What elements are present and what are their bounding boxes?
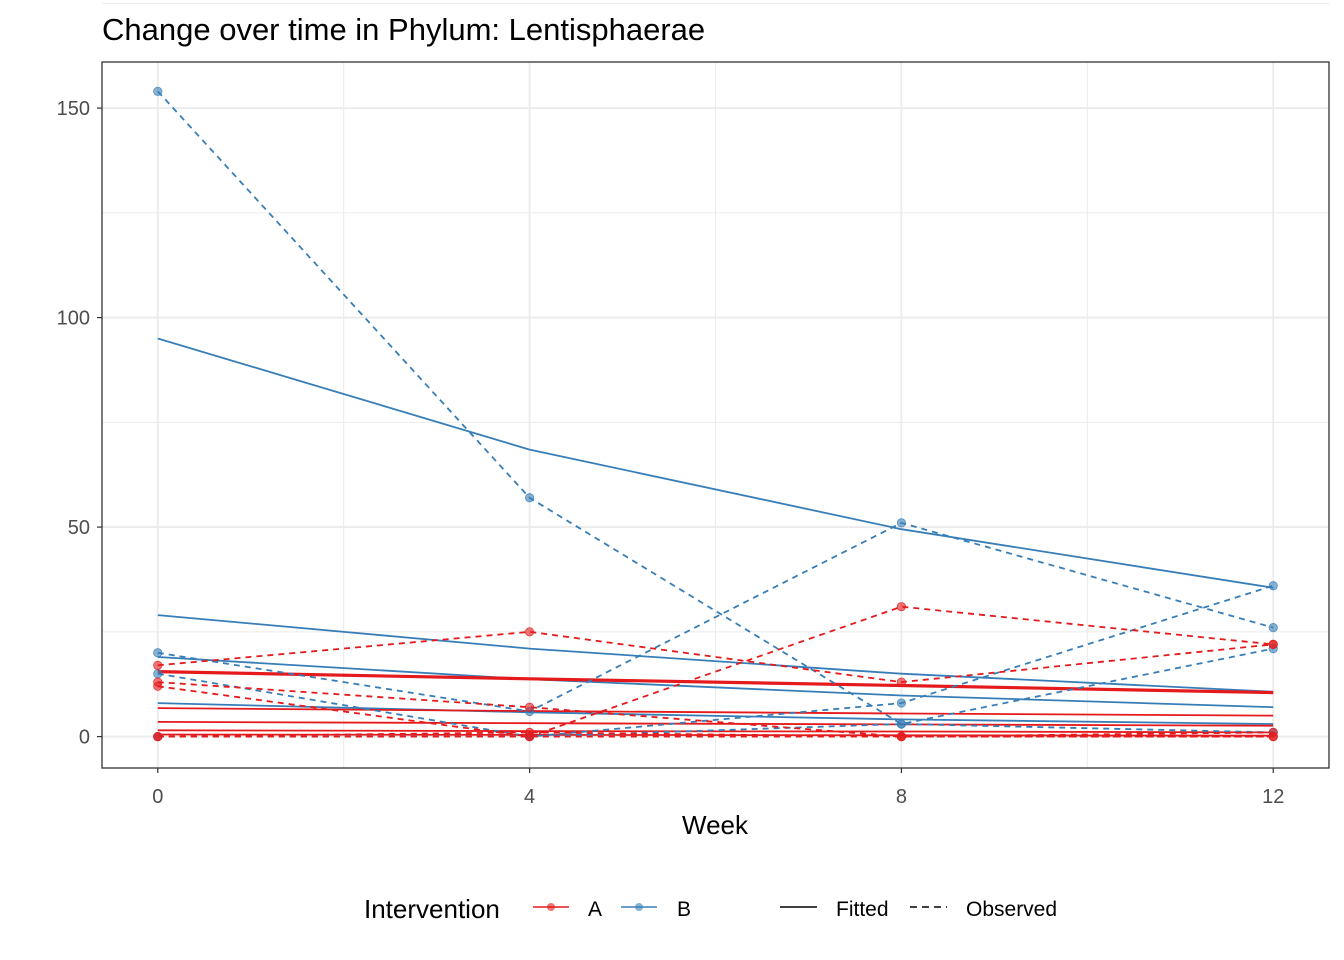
grid-layer bbox=[102, 2, 1329, 768]
fitted-lines bbox=[157, 337, 1274, 737]
fitted-line-a bbox=[157, 707, 1274, 717]
observed-line-a bbox=[157, 731, 1274, 738]
observed-point-a bbox=[896, 602, 907, 612]
observed-point-b bbox=[153, 86, 163, 96]
observed-point-b bbox=[896, 518, 907, 528]
observed-point-a bbox=[1268, 731, 1278, 742]
observed-point-a bbox=[153, 660, 163, 670]
fitted-line-a bbox=[157, 670, 1274, 695]
chart-title: Change over time in Phylum: Lentisphaera… bbox=[102, 12, 705, 47]
observed-point-a bbox=[524, 627, 535, 637]
x-tick-label: 0 bbox=[152, 786, 163, 808]
legend-key-b bbox=[621, 903, 657, 911]
y-tick-label: 50 bbox=[68, 517, 90, 539]
observed-point-b bbox=[1268, 623, 1278, 633]
y-tick-label: 100 bbox=[57, 308, 90, 330]
y-axis: 0 50 100 150 bbox=[57, 98, 102, 749]
fitted-line-b bbox=[157, 656, 1274, 709]
observed-point-a bbox=[1268, 639, 1278, 649]
x-tick-label: 12 bbox=[1262, 786, 1284, 808]
observed-line-b bbox=[157, 521, 1274, 713]
observed-point-a bbox=[153, 677, 163, 687]
x-axis-title: Week bbox=[682, 810, 749, 840]
fitted-line-b bbox=[157, 614, 1274, 693]
legend-label-a: A bbox=[588, 898, 602, 921]
observed-point-b bbox=[896, 698, 907, 708]
observed-point-a bbox=[524, 702, 535, 712]
observed-line-b bbox=[157, 584, 1274, 738]
legend: Intervention A B Fitted Observed bbox=[364, 894, 1057, 924]
legend-label-b: B bbox=[677, 898, 691, 921]
observed-point-a bbox=[524, 731, 535, 742]
fitted-line-b bbox=[157, 337, 1274, 589]
legend-key-a bbox=[533, 903, 569, 911]
fitted-line-a bbox=[157, 729, 1274, 734]
x-tick-label: 4 bbox=[524, 786, 535, 808]
observed-point-a bbox=[896, 677, 907, 687]
observed-line-a bbox=[157, 605, 1274, 738]
legend-title: Intervention bbox=[364, 894, 500, 924]
fitted-line-b bbox=[157, 702, 1274, 725]
observed-point-b bbox=[153, 669, 163, 679]
observed-point-b bbox=[1268, 581, 1278, 591]
legend-label-fitted: Fitted bbox=[836, 898, 889, 921]
observed-point-b bbox=[524, 493, 535, 503]
plot-panel-border bbox=[101, 61, 1330, 769]
observed-point-a bbox=[153, 731, 163, 742]
observed-point-b bbox=[896, 719, 907, 729]
x-axis: 0 4 8 12 bbox=[152, 768, 1284, 808]
observed-point-a bbox=[896, 731, 907, 742]
observed-line-a bbox=[157, 630, 1274, 684]
y-tick-label: 0 bbox=[79, 727, 90, 749]
fitted-line-a bbox=[157, 721, 1274, 727]
fitted-line-a bbox=[157, 733, 1274, 737]
observed-lines bbox=[157, 90, 1274, 738]
observed-points bbox=[153, 86, 1278, 742]
x-tick-label: 8 bbox=[896, 786, 907, 808]
observed-point-b bbox=[153, 648, 163, 658]
legend-label-observed: Observed bbox=[966, 898, 1057, 921]
y-tick-label: 150 bbox=[57, 98, 90, 120]
observed-line-b bbox=[157, 90, 1274, 734]
